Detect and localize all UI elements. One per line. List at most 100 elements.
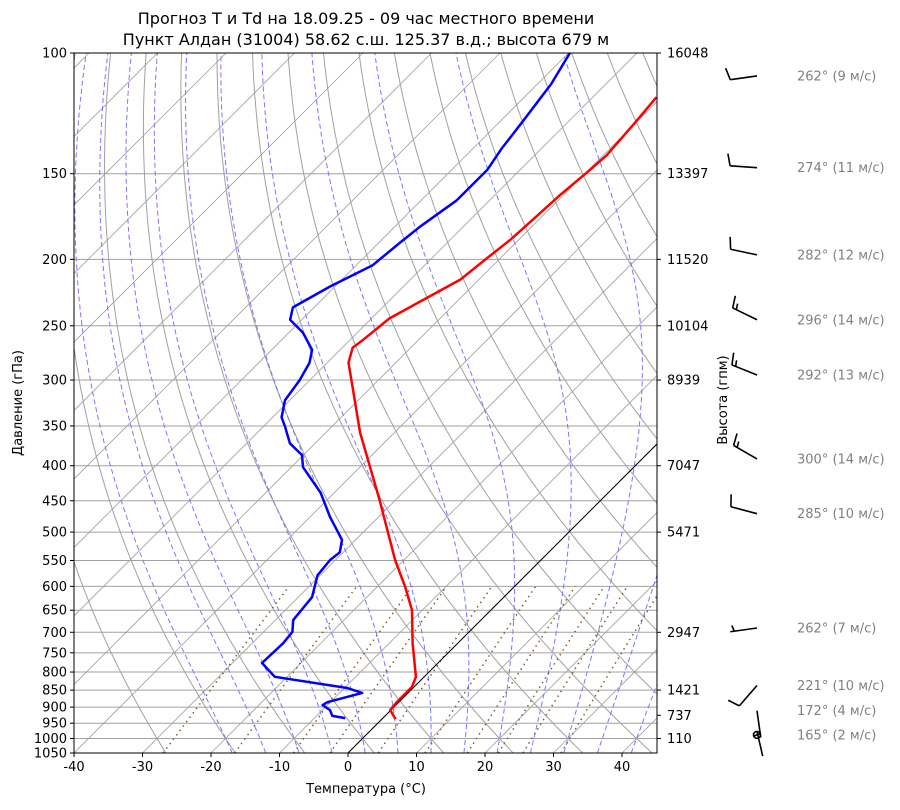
- isotherm-line: [143, 53, 843, 753]
- wind-barb: [730, 625, 757, 631]
- isotherm-line: [211, 53, 900, 753]
- y-tick-label: 650: [42, 604, 67, 619]
- wind-barb: [726, 68, 757, 79]
- moist-adiabat-line: [154, 53, 332, 753]
- wind-label: 292° (13 м/с): [797, 369, 885, 384]
- dry-adiabat-line: [785, 53, 900, 753]
- x-tick-label: -30: [132, 760, 153, 775]
- isotherm-line: [0, 53, 637, 753]
- y-tick-label: 700: [42, 626, 67, 641]
- wind-label: 285° (10 м/с): [797, 507, 885, 522]
- height-tick-label: 5471: [667, 526, 700, 541]
- dry-adiabat-line: [181, 53, 444, 753]
- dry-adiabat-line: [714, 53, 900, 753]
- wind-label: 296° (14 м/с): [797, 313, 885, 328]
- height-tick-label: 2947: [667, 626, 700, 641]
- y-tick-label: 950: [42, 717, 67, 732]
- y-tick-label: 750: [42, 646, 67, 661]
- wind-barb: [732, 353, 757, 375]
- wind-barb-half: [736, 304, 737, 310]
- wind-barb: [728, 154, 757, 168]
- dry-adiabat-line: [749, 53, 900, 753]
- wind-label: 172° (4 м/с): [797, 704, 876, 719]
- wind-barb-staff: [731, 507, 757, 514]
- isotherm-line: [485, 53, 900, 753]
- moist-adiabat-line: [597, 53, 733, 753]
- y-tick-label: 100: [42, 47, 67, 62]
- height-tick-label: 10104: [667, 319, 708, 334]
- isotherm-line: [74, 53, 774, 753]
- wind-barb-staff: [734, 445, 757, 459]
- wind-barb-full: [728, 154, 730, 166]
- height-tick-label: 16048: [667, 47, 708, 62]
- plot-frame: [74, 53, 657, 753]
- wind-label: 274° (11 м/с): [797, 161, 885, 176]
- wind-label: 262° (9 м/с): [797, 69, 876, 84]
- moist-adiabat-line: [312, 53, 469, 753]
- grid-lines: [0, 53, 900, 753]
- y-tick-label: 800: [42, 666, 67, 681]
- mixing-ratio-line: [235, 586, 357, 753]
- wind-label: 221° (10 м/с): [797, 679, 885, 694]
- moist-adiabat-line: [631, 53, 852, 753]
- dry-adiabat-line: [678, 53, 900, 753]
- height-tick-label: 7047: [667, 459, 700, 474]
- profiles: [262, 53, 657, 719]
- dry-adiabat-line: [643, 53, 900, 753]
- temperature-line: [349, 97, 657, 719]
- wind-label: 300° (14 м/с): [797, 452, 885, 467]
- wind-barbs: 262° (9 м/с) 274° (11 м/с) 282° (12 м/с) 29…: [726, 68, 885, 756]
- wind-label: 165° (2 м/с): [797, 728, 876, 743]
- moist-adiabat-line: [75, 53, 232, 753]
- wind-barb-staff: [732, 365, 757, 375]
- wind-label: 282° (12 м/с): [797, 248, 885, 263]
- wind-barb-full: [728, 700, 739, 706]
- wind-barb-staff: [739, 686, 757, 706]
- wind-barb-half: [736, 360, 737, 366]
- wind-barb-staff: [731, 249, 757, 255]
- wind-barb-staff: [730, 166, 757, 168]
- y-tick-label: 150: [42, 167, 67, 182]
- y-tick-label: 600: [42, 580, 67, 595]
- chart-title-line-1: Прогноз T и Td на 18.09.25 - 09 час мест…: [138, 9, 594, 28]
- wind-barb-half: [737, 441, 739, 447]
- height-tick-label: 11520: [667, 253, 708, 268]
- dry-adiabat-line: [856, 53, 900, 753]
- wind-barb-full: [734, 434, 737, 446]
- y-tick-label: 1000: [34, 732, 67, 747]
- y2-axis-label: Высота (гпм): [716, 355, 731, 444]
- y-tick-label: 450: [42, 494, 67, 509]
- dry-adiabat-line: [324, 53, 722, 753]
- mixing-ratio-line: [523, 586, 627, 753]
- x-tick-label: -20: [200, 760, 221, 775]
- x-tick-label: 20: [477, 760, 494, 775]
- x-tick-label: 0: [344, 760, 352, 775]
- dewpoint-line: [262, 53, 570, 718]
- moist-adiabat-line: [186, 53, 366, 753]
- mixing-ratio-line: [498, 586, 604, 753]
- wind-barb-full: [732, 353, 734, 365]
- dry-adiabat-line: [394, 53, 860, 753]
- dry-adiabat-line: [253, 53, 583, 753]
- dry-adiabat-line: [105, 53, 305, 753]
- wind-barb: [730, 237, 757, 255]
- wind-barb-staff: [730, 76, 757, 80]
- y-tick-label: 550: [42, 554, 67, 569]
- chart-title-line-2: Пункт Алдан (31004) 58.62 с.ш. 125.37 в.…: [123, 30, 609, 49]
- mixing-ratio-line: [467, 586, 575, 753]
- dry-adiabat-line: [607, 53, 900, 753]
- mixing-ratio-line: [330, 586, 447, 753]
- y-tick-label: 200: [42, 253, 67, 268]
- dry-adiabat-line: [820, 53, 900, 753]
- height-tick-label: 737: [667, 709, 692, 724]
- x-axis-label: Температура (°C): [305, 782, 426, 797]
- x-tick-label: -40: [63, 760, 84, 775]
- y-tick-label: 850: [42, 684, 67, 699]
- wind-barb: [728, 686, 757, 706]
- y-tick-label: 250: [42, 319, 67, 334]
- height-tick-label: 13397: [667, 167, 708, 182]
- wind-barb-staff: [733, 308, 757, 320]
- moist-adiabat-line: [375, 53, 515, 753]
- x-tick-label: 30: [545, 760, 562, 775]
- moist-adiabat-line: [126, 53, 299, 753]
